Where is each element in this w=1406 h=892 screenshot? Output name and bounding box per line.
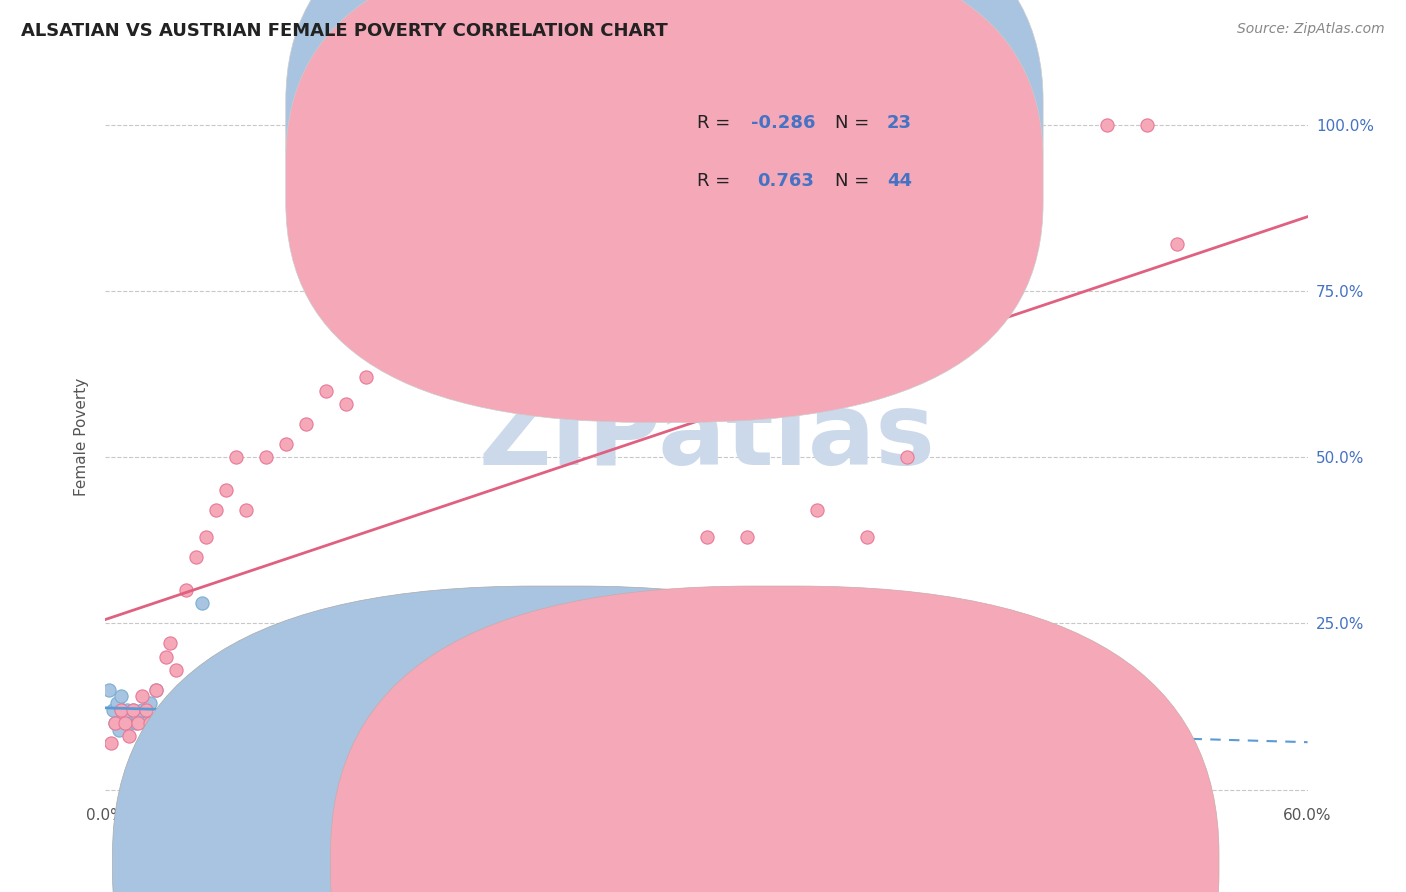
- Point: [254, 450, 277, 464]
- Point: [295, 417, 318, 431]
- Point: [127, 716, 149, 731]
- Point: [104, 716, 127, 731]
- Point: [159, 636, 181, 650]
- Point: [225, 450, 247, 464]
- Point: [122, 703, 145, 717]
- Text: R =: R =: [697, 113, 735, 131]
- Point: [194, 530, 217, 544]
- Point: [135, 716, 157, 731]
- Point: [145, 682, 167, 697]
- Point: [110, 703, 132, 717]
- Point: [1136, 118, 1159, 132]
- Point: [150, 716, 173, 731]
- Point: [204, 503, 226, 517]
- Point: [1097, 118, 1119, 132]
- Point: [155, 649, 177, 664]
- Point: [1056, 636, 1078, 650]
- Point: [118, 709, 141, 723]
- Point: [855, 530, 877, 544]
- Point: [235, 503, 257, 517]
- FancyBboxPatch shape: [285, 0, 1043, 423]
- Text: 23: 23: [887, 113, 912, 131]
- Point: [1097, 736, 1119, 750]
- Point: [170, 716, 193, 731]
- Point: [534, 237, 557, 252]
- Point: [108, 723, 131, 737]
- Point: [425, 330, 447, 344]
- Text: 44: 44: [887, 172, 912, 190]
- Point: [117, 703, 139, 717]
- Text: R =: R =: [697, 172, 735, 190]
- Point: [354, 370, 377, 384]
- Point: [806, 503, 828, 517]
- Point: [315, 384, 337, 398]
- Text: 0.763: 0.763: [756, 172, 814, 190]
- Point: [138, 696, 160, 710]
- Point: [122, 703, 145, 717]
- Point: [190, 596, 212, 610]
- Point: [131, 690, 153, 704]
- FancyBboxPatch shape: [616, 82, 977, 221]
- Point: [121, 716, 143, 731]
- Point: [274, 436, 297, 450]
- Text: ALSATIAN VS AUSTRIAN FEMALE POVERTY CORRELATION CHART: ALSATIAN VS AUSTRIAN FEMALE POVERTY CORR…: [21, 22, 668, 40]
- Point: [110, 690, 132, 704]
- Text: N =: N =: [835, 172, 875, 190]
- Point: [184, 549, 207, 564]
- Point: [104, 716, 127, 731]
- Point: [118, 729, 141, 743]
- Point: [135, 703, 157, 717]
- Point: [374, 351, 398, 365]
- Point: [636, 636, 658, 650]
- Point: [896, 450, 918, 464]
- Point: [395, 330, 418, 344]
- Text: Austrians: Austrians: [808, 855, 886, 872]
- Y-axis label: Female Poverty: Female Poverty: [73, 378, 89, 496]
- Point: [112, 709, 135, 723]
- Point: [138, 716, 160, 731]
- Point: [114, 716, 136, 731]
- Point: [100, 736, 122, 750]
- Text: ZIPatlas: ZIPatlas: [478, 389, 935, 485]
- Point: [454, 317, 477, 331]
- Point: [159, 716, 181, 731]
- Point: [145, 682, 167, 697]
- Point: [214, 483, 236, 498]
- Point: [1166, 237, 1188, 252]
- Point: [150, 716, 173, 731]
- Point: [103, 703, 125, 717]
- FancyBboxPatch shape: [285, 0, 1043, 364]
- Text: -0.286: -0.286: [751, 113, 815, 131]
- Text: Source: ZipAtlas.com: Source: ZipAtlas.com: [1237, 22, 1385, 37]
- Point: [735, 530, 758, 544]
- Point: [131, 703, 153, 717]
- Text: Alsatians: Alsatians: [591, 855, 666, 872]
- Point: [114, 716, 136, 731]
- Point: [127, 709, 149, 723]
- Point: [335, 397, 357, 411]
- Text: N =: N =: [835, 113, 875, 131]
- Point: [174, 582, 197, 597]
- Point: [98, 682, 121, 697]
- Point: [696, 530, 718, 544]
- Point: [495, 264, 517, 278]
- Point: [107, 696, 129, 710]
- Point: [165, 663, 187, 677]
- Point: [124, 716, 146, 731]
